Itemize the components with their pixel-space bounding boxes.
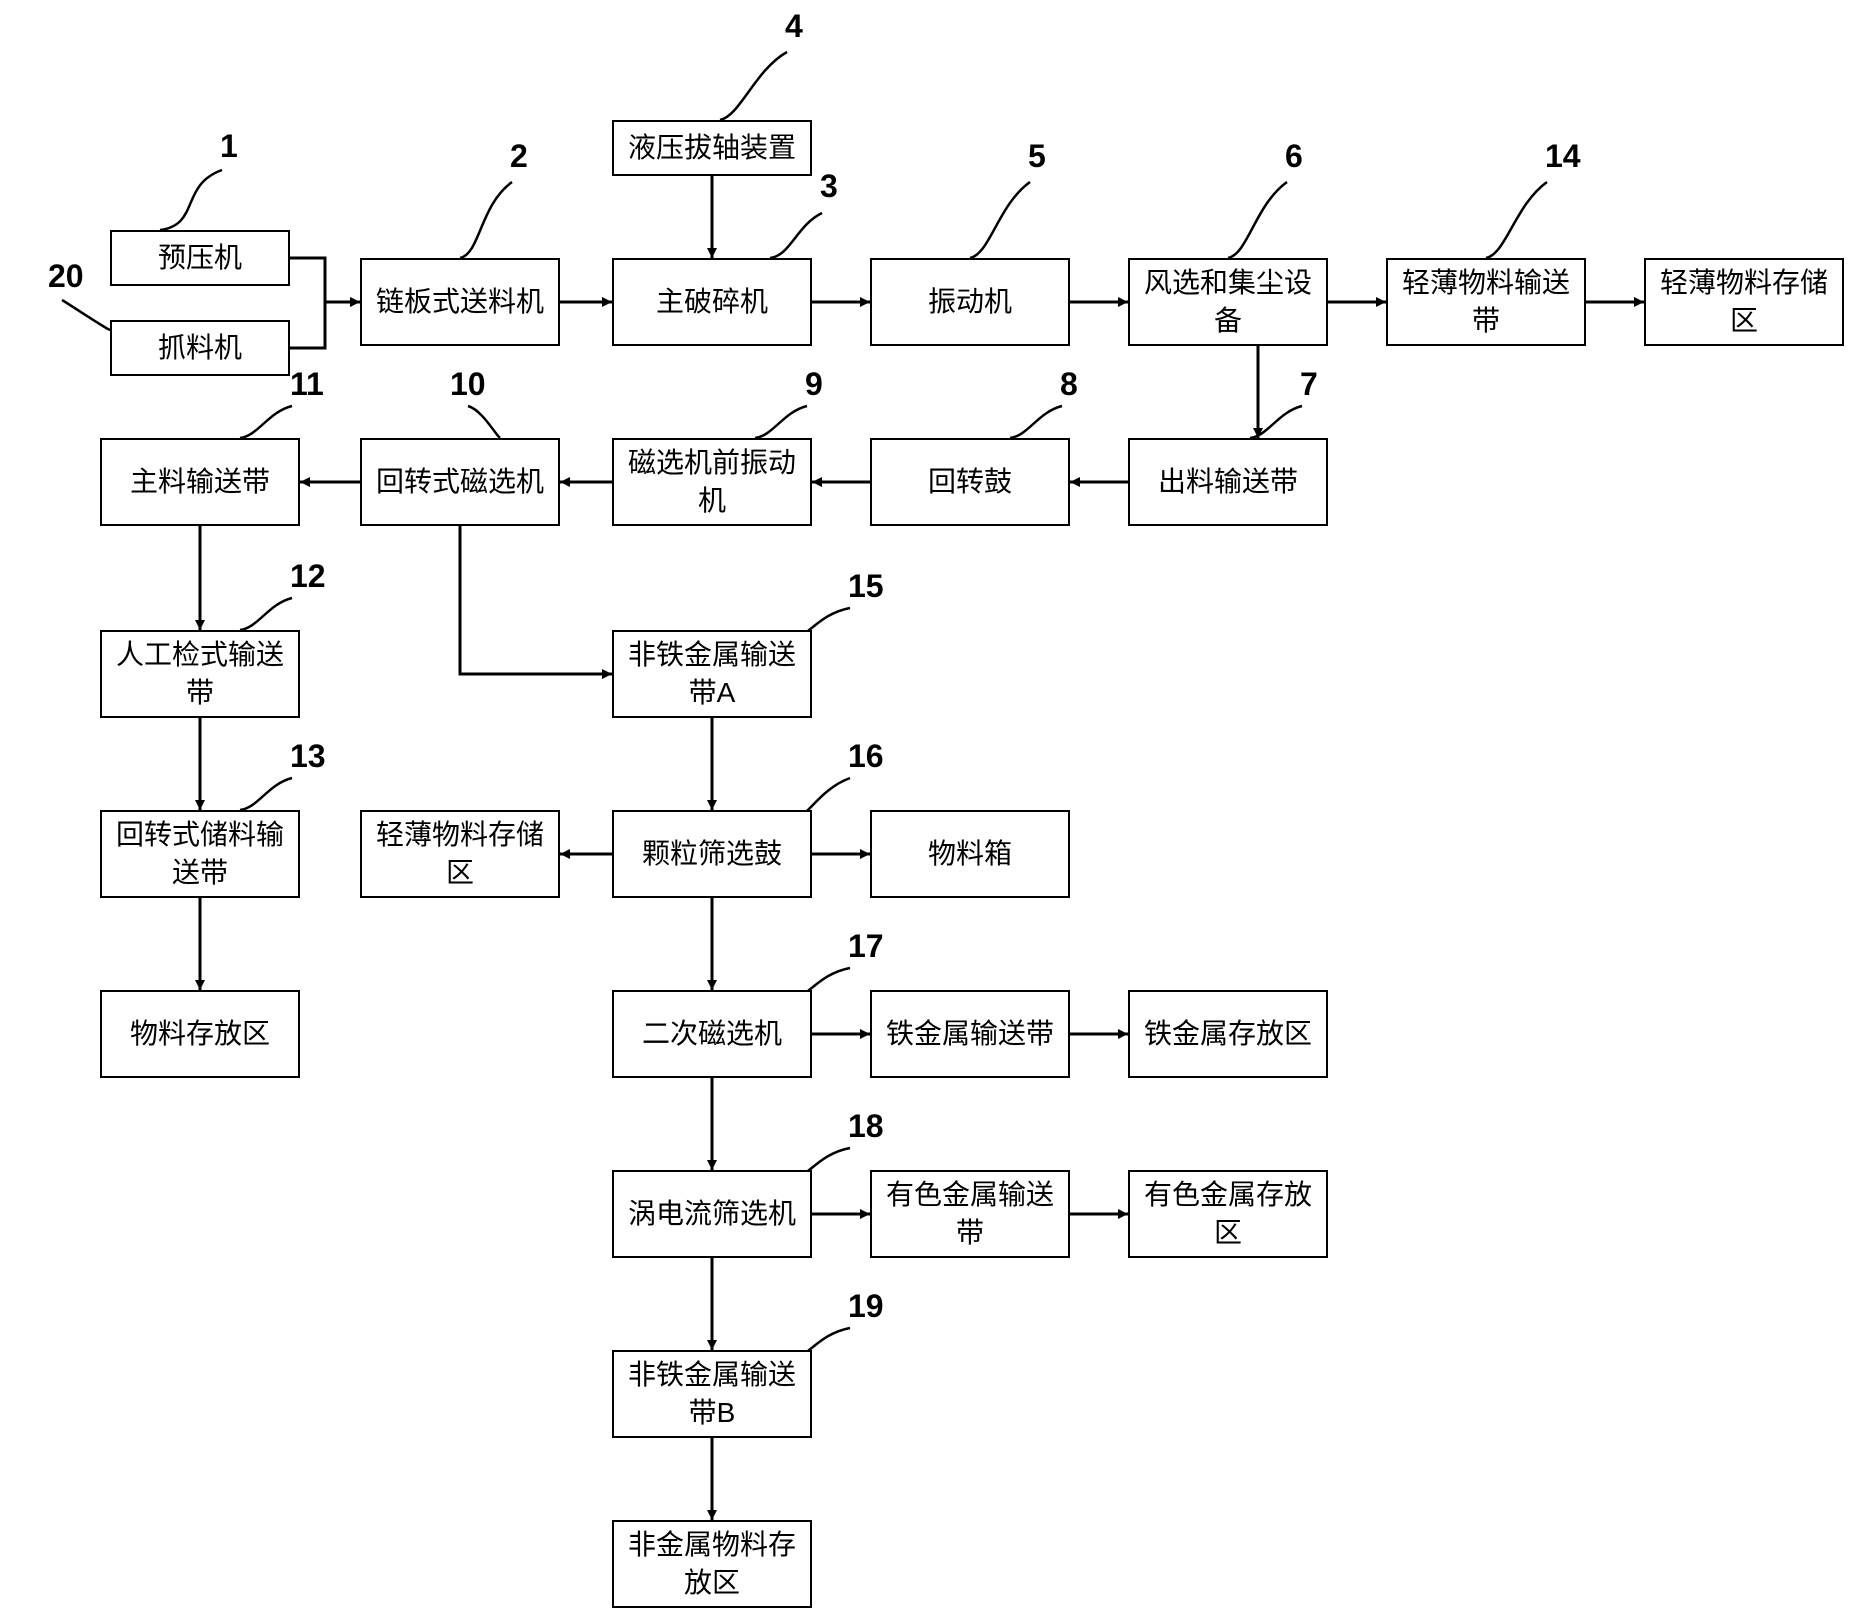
flow-node-nFC: 铁金属输送带	[870, 990, 1070, 1078]
callout-10: 10	[450, 366, 486, 403]
callout-number: 7	[1300, 366, 1318, 402]
flow-node-n12: 人工检式输送带	[100, 630, 300, 718]
flow-node-nLS2: 轻薄物料存储区	[360, 810, 560, 898]
flow-node-n19: 非铁金属输送带B	[612, 1350, 812, 1438]
flow-node-n17: 二次磁选机	[612, 990, 812, 1078]
flow-node-label: 有色金属输送带	[882, 1176, 1058, 1252]
callout-number: 11	[290, 366, 324, 402]
flow-node-label: 磁选机前振动机	[624, 444, 800, 520]
callout-number: 18	[848, 1108, 884, 1144]
flow-node-label: 涡电流筛选机	[628, 1195, 796, 1233]
flow-node-nMS: 物料存放区	[100, 990, 300, 1078]
callout-11: 11	[290, 366, 324, 403]
flow-node-n6: 风选和集尘设备	[1128, 258, 1328, 346]
flow-node-label: 风选和集尘设备	[1140, 264, 1316, 340]
flow-node-n15: 非铁金属输送带A	[612, 630, 812, 718]
callout-number: 1	[220, 128, 238, 164]
flow-node-nNS: 有色金属存放区	[1128, 1170, 1328, 1258]
flow-node-label: 物料箱	[928, 835, 1012, 873]
callout-14: 14	[1545, 138, 1581, 175]
callout-number: 6	[1285, 138, 1303, 174]
callout-2: 2	[510, 138, 528, 175]
callout-9: 9	[805, 366, 823, 403]
callout-number: 20	[48, 258, 84, 294]
callout-number: 5	[1028, 138, 1046, 174]
flow-node-n7: 出料输送带	[1128, 438, 1328, 526]
flow-node-label: 非铁金属输送带A	[624, 636, 800, 712]
flow-node-label: 预压机	[158, 239, 242, 277]
callout-number: 2	[510, 138, 528, 174]
callout-4: 4	[785, 8, 803, 45]
flow-node-label: 轻薄物料输送带	[1398, 264, 1574, 340]
callout-number: 13	[290, 738, 326, 774]
flow-node-n20: 抓料机	[110, 320, 290, 376]
callout-16: 16	[848, 738, 884, 775]
flow-node-label: 人工检式输送带	[112, 636, 288, 712]
callout-number: 9	[805, 366, 823, 402]
flow-node-label: 抓料机	[158, 329, 242, 367]
callout-1: 1	[220, 128, 238, 165]
flow-node-label: 主料输送带	[130, 463, 270, 501]
flow-node-label: 回转鼓	[928, 463, 1012, 501]
flow-node-n18: 涡电流筛选机	[612, 1170, 812, 1258]
flow-node-n10: 回转式磁选机	[360, 438, 560, 526]
flow-node-label: 液压拔轴装置	[628, 129, 796, 167]
flow-node-n9: 磁选机前振动机	[612, 438, 812, 526]
flow-node-label: 链板式送料机	[376, 283, 544, 321]
flow-node-nFS: 铁金属存放区	[1128, 990, 1328, 1078]
callout-13: 13	[290, 738, 326, 775]
flow-node-label: 铁金属存放区	[1144, 1015, 1312, 1053]
callout-20: 20	[48, 258, 84, 295]
flow-node-n1: 预压机	[110, 230, 290, 286]
callout-number: 12	[290, 558, 326, 594]
flow-node-n4: 液压拔轴装置	[612, 120, 812, 176]
callout-number: 14	[1545, 138, 1581, 174]
flow-node-label: 回转式磁选机	[376, 463, 544, 501]
flow-node-nBX: 物料箱	[870, 810, 1070, 898]
flow-node-label: 非金属物料存放区	[624, 1526, 800, 1602]
flow-node-n16: 颗粒筛选鼓	[612, 810, 812, 898]
callout-number: 8	[1060, 366, 1078, 402]
flow-node-n5: 振动机	[870, 258, 1070, 346]
flow-node-nLS: 轻薄物料存储区	[1644, 258, 1844, 346]
flow-node-label: 非铁金属输送带B	[624, 1356, 800, 1432]
callout-8: 8	[1060, 366, 1078, 403]
flow-node-label: 颗粒筛选鼓	[642, 835, 782, 873]
callout-number: 16	[848, 738, 884, 774]
flow-node-n14: 轻薄物料输送带	[1386, 258, 1586, 346]
callout-12: 12	[290, 558, 326, 595]
flow-node-n11: 主料输送带	[100, 438, 300, 526]
callout-number: 15	[848, 568, 884, 604]
flow-node-label: 回转式储料输送带	[112, 816, 288, 892]
flow-node-n2: 链板式送料机	[360, 258, 560, 346]
callout-number: 3	[820, 168, 838, 204]
callout-number: 10	[450, 366, 486, 402]
callout-18: 18	[848, 1108, 884, 1145]
flow-node-n13: 回转式储料输送带	[100, 810, 300, 898]
flow-node-label: 振动机	[928, 283, 1012, 321]
callout-number: 17	[848, 928, 884, 964]
flow-node-label: 有色金属存放区	[1140, 1176, 1316, 1252]
flow-node-n8: 回转鼓	[870, 438, 1070, 526]
callout-19: 19	[848, 1288, 884, 1325]
flow-node-label: 轻薄物料存储区	[372, 816, 548, 892]
flow-node-label: 铁金属输送带	[886, 1015, 1054, 1053]
callout-17: 17	[848, 928, 884, 965]
callout-15: 15	[848, 568, 884, 605]
callout-3: 3	[820, 168, 838, 205]
flow-node-label: 二次磁选机	[642, 1015, 782, 1053]
callout-7: 7	[1300, 366, 1318, 403]
callout-number: 4	[785, 8, 803, 44]
flow-node-nNC: 有色金属输送带	[870, 1170, 1070, 1258]
flow-node-nNM: 非金属物料存放区	[612, 1520, 812, 1608]
flow-node-label: 主破碎机	[656, 283, 768, 321]
flow-node-n3: 主破碎机	[612, 258, 812, 346]
flow-node-label: 轻薄物料存储区	[1656, 264, 1832, 340]
callout-6: 6	[1285, 138, 1303, 175]
flow-node-label: 物料存放区	[130, 1015, 270, 1053]
flow-node-label: 出料输送带	[1158, 463, 1298, 501]
callout-5: 5	[1028, 138, 1046, 175]
flow-diagram-canvas: 预压机抓料机链板式送料机液压拔轴装置主破碎机振动机风选和集尘设备轻薄物料输送带轻…	[0, 0, 1856, 1622]
callout-number: 19	[848, 1288, 884, 1324]
